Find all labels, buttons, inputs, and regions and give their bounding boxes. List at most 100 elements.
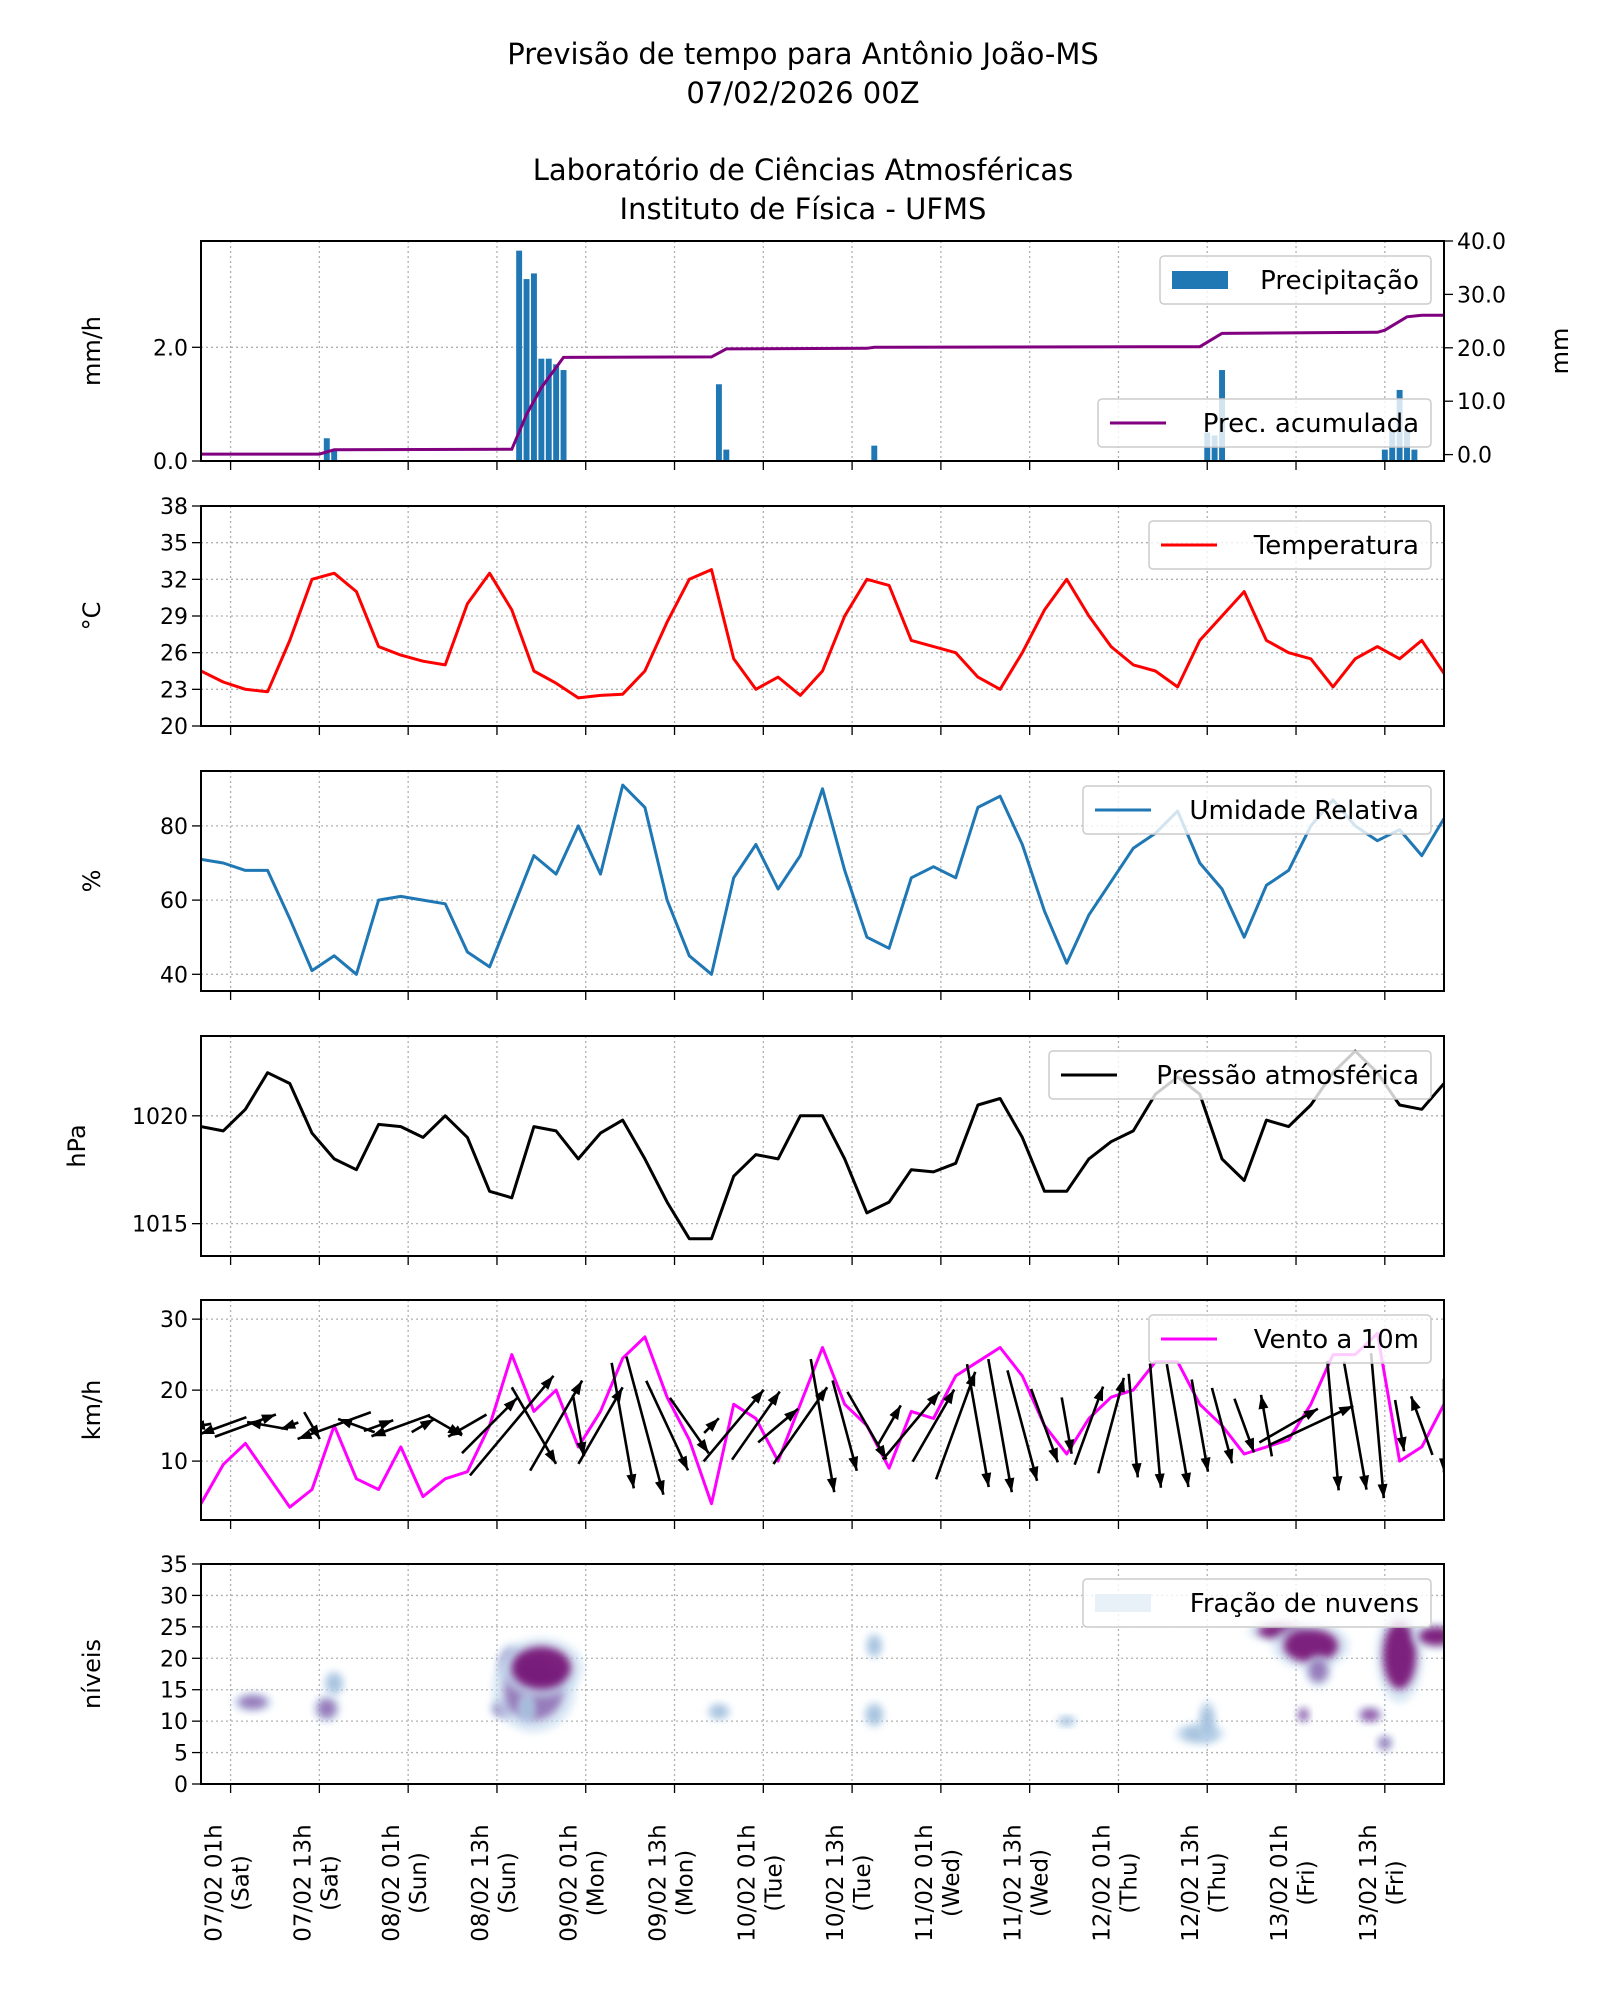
y-tick-label: 29 (160, 605, 188, 630)
x-tick-label-time: 10/02 13h (823, 1824, 849, 1941)
legend-series-label: Pressão atmosférica (1156, 1061, 1419, 1091)
x-tick-label-time: 13/02 01h (1267, 1824, 1293, 1941)
right-y-tick-label: 10.0 (1457, 390, 1506, 415)
wind-arrow-shaft (1006, 1370, 1039, 1482)
wind-arrow-shaft (1097, 1377, 1126, 1474)
wind-arrow-shaft (702, 1388, 765, 1463)
wind-arrow-head (1093, 1386, 1104, 1402)
cloud-fraction-cell (511, 1646, 571, 1689)
legend-series-label: Vento a 10m (1254, 1325, 1419, 1355)
y-tick-label: 40 (160, 963, 188, 988)
cloud-fraction-cell (327, 1674, 342, 1693)
wind-arrow-shaft (201, 1422, 212, 1427)
wind-arrow-head (750, 1389, 764, 1404)
legend-accumulated-label: Prec. acumulada (1203, 409, 1419, 439)
wind-arrow-head (1303, 1408, 1318, 1421)
wind-arrow-head (297, 1429, 313, 1439)
x-tick-label-time: 10/02 01h (734, 1824, 760, 1941)
wind-arrow-head (201, 1420, 206, 1430)
legend-series-label: Umidade Relativa (1189, 796, 1419, 826)
wind-arrow-head (815, 1387, 828, 1402)
y-tick-label: 20 (160, 1379, 188, 1404)
y-axis-label: °C (78, 602, 106, 631)
y-axis-label: km/h (78, 1380, 106, 1441)
y-tick-label: 35 (160, 532, 188, 557)
wind-arrow-head (1396, 1436, 1407, 1452)
cloud-fraction-cell (1059, 1717, 1074, 1725)
y-tick-label: 25 (160, 1616, 188, 1641)
x-tick-label-time: 08/02 01h (379, 1824, 405, 1941)
y-tick-label: 60 (160, 889, 188, 914)
y-tick-label: 23 (160, 678, 188, 703)
wind-arrow-shaft (831, 1380, 859, 1472)
x-tick-label-day: (Thu) (1116, 1852, 1142, 1913)
x-tick-label-time: 09/02 13h (646, 1824, 672, 1941)
series-line (201, 568, 1444, 700)
y-axis-label: % (78, 870, 106, 893)
title-line-4: Instituto de Física - UFMS (620, 192, 987, 226)
wind-arrow-head (570, 1380, 583, 1396)
wind-arrow-head (338, 1418, 353, 1429)
wind-arrow-head (1411, 1396, 1421, 1412)
panel-5: 10 20 30 km/h Vento a 10m (78, 1299, 1445, 1529)
wind-arrow-head (540, 1375, 554, 1390)
x-tick-label-day: (Fri) (1383, 1860, 1409, 1905)
accumulated-precipitation-line (201, 313, 1444, 456)
y-tick-label: 15 (160, 1679, 188, 1704)
wind-arrow-shaft (772, 1386, 829, 1465)
x-tick-label-day: (Tue) (761, 1854, 787, 1911)
x-tick-label-day: (Wed) (939, 1849, 965, 1917)
precipitation-bar (331, 449, 338, 461)
y-axis-label: hPa (63, 1124, 91, 1167)
cloud-fraction-cell (1383, 1621, 1417, 1690)
right-y-axis-label: mm (1546, 328, 1574, 375)
cloud-fraction-cell (1418, 1627, 1444, 1646)
cloud-fraction-cell (868, 1636, 881, 1655)
wind-arrow-shaft (1165, 1363, 1190, 1488)
y-tick-label: 0.0 (153, 450, 188, 475)
wind-arrow-head (784, 1408, 799, 1422)
wind-arrow-head (848, 1456, 859, 1471)
y-tick-label: 2.0 (153, 336, 188, 361)
x-tick-label-time: 08/02 13h (468, 1824, 494, 1941)
legend: Temperatura (1148, 520, 1432, 570)
wind-arrow-shaft (987, 1358, 1014, 1493)
y-tick-label: 20 (160, 715, 188, 740)
wind-arrow-head (1332, 1475, 1343, 1491)
x-tick-label-time: 12/02 13h (1178, 1824, 1204, 1941)
axes-frame (200, 1299, 1445, 1521)
wind-arrow-head (1048, 1447, 1058, 1463)
x-tick-label-day: (Sat) (317, 1855, 343, 1911)
right-y-tick-label: 0.0 (1457, 444, 1492, 469)
right-y-tick-label: 20.0 (1457, 337, 1506, 362)
legend-cloud-fraction-swatch (1095, 1594, 1151, 1612)
wind-arrow-head (1377, 1483, 1388, 1499)
x-tick-label-day: (Sun) (406, 1852, 432, 1914)
y-tick-label: 35 (160, 1553, 188, 1578)
precipitation-bar (871, 445, 878, 461)
y-tick-label: 38 (160, 495, 188, 520)
wind-arrow-head (419, 1419, 435, 1431)
cloud-fraction-cell (867, 1705, 882, 1724)
cloud-fraction-cell (317, 1698, 337, 1719)
wind-arrow-head (371, 1426, 387, 1437)
y-tick-label: 26 (160, 642, 188, 667)
wind-arrow-head (942, 1389, 955, 1405)
panel-4: 1015 1020 hPa Pressão atmosférica (63, 1035, 1445, 1265)
x-tick-label-day: (Mon) (673, 1850, 699, 1916)
legend: Precipitação (1159, 255, 1432, 305)
wind-arrow-head (1359, 1474, 1369, 1490)
legend-precipitation-label: Precipitação (1260, 266, 1419, 296)
precipitation-bar (1211, 435, 1218, 461)
cloud-fraction-cell (520, 1697, 533, 1720)
wind-arrow-shaft (1326, 1360, 1340, 1491)
legend-cloud-fraction-label: Fração de nuvens (1190, 1589, 1419, 1619)
wind-arrow-shaft (1127, 1373, 1140, 1478)
wind-arrow-head (281, 1419, 297, 1429)
precipitation-bar (323, 438, 330, 461)
wind-arrow-shaft (1190, 1379, 1210, 1472)
wind-arrow-head (705, 1418, 719, 1432)
wind-arrow-head (826, 1477, 837, 1493)
wind-arrow-head (378, 1420, 394, 1430)
wind-arrow-shaft (934, 1371, 977, 1480)
